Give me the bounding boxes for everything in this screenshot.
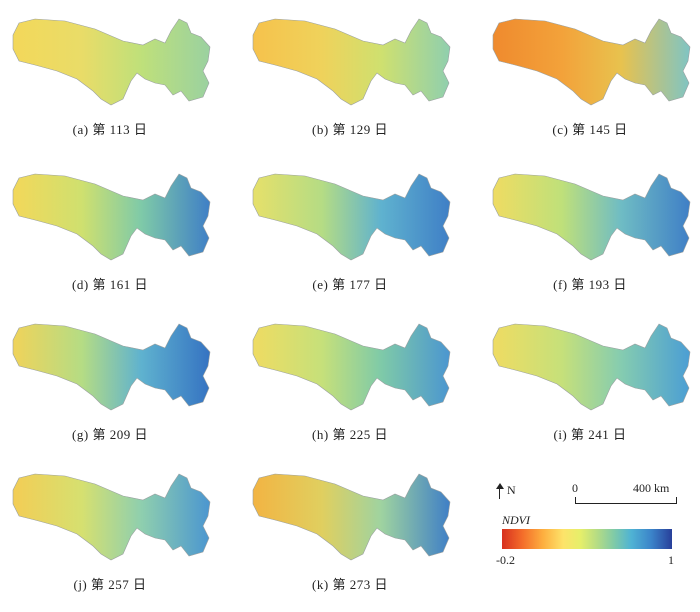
panel-caption-e: (e) 第 177 日 — [312, 277, 388, 292]
region-shape — [492, 18, 691, 106]
ndvi-map-b — [252, 18, 451, 106]
map-panel-d: (d) 第 161 日 — [5, 160, 215, 292]
scale-end-label: 400 km — [633, 481, 670, 495]
panel-caption-k: (k) 第 273 日 — [312, 577, 388, 592]
panel-caption-j: (j) 第 257 日 — [73, 577, 147, 592]
region-shape — [12, 323, 211, 411]
region-shape — [252, 173, 451, 261]
region-shape — [492, 173, 691, 261]
panel-caption-f: (f) 第 193 日 — [553, 277, 627, 292]
ndvi-map-f — [492, 173, 691, 261]
north-label: N — [507, 483, 516, 497]
ndvi-map-c — [492, 18, 691, 106]
panel-caption-b: (b) 第 129 日 — [312, 122, 388, 137]
panel-caption-a: (a) 第 113 日 — [72, 122, 148, 137]
ndvi-map-e — [252, 173, 451, 261]
map-panel-e: (e) 第 177 日 — [245, 160, 455, 292]
map-panel-a: (a) 第 113 日 — [5, 5, 215, 137]
region-shape — [12, 173, 211, 261]
map-panel-b: (b) 第 129 日 — [245, 5, 455, 137]
scale-start-label: 0 — [572, 481, 578, 495]
panel-caption-g: (g) 第 209 日 — [72, 427, 148, 442]
scale-bar — [575, 497, 677, 504]
map-panel-j: (j) 第 257 日 — [5, 460, 215, 592]
ndvi-legend-title: NDVI — [502, 513, 530, 527]
map-panel-f: (f) 第 193 日 — [485, 160, 695, 292]
map-panel-k: (k) 第 273 日 — [245, 460, 455, 592]
map-legend: N 0 400 km NDVI -0.2 1 — [480, 475, 695, 575]
color-ramp-min: -0.2 — [496, 553, 515, 567]
map-panel-g: (g) 第 209 日 — [5, 310, 215, 442]
ndvi-map-d — [12, 173, 211, 261]
panel-caption-h: (h) 第 225 日 — [312, 427, 388, 442]
ndvi-map-j — [12, 473, 211, 561]
panel-caption-i: (i) 第 241 日 — [553, 427, 627, 442]
ndvi-map-g — [12, 323, 211, 411]
region-shape — [12, 18, 211, 106]
region-shape — [252, 18, 451, 106]
region-shape — [492, 323, 691, 411]
ndvi-map-i — [492, 323, 691, 411]
map-panel-c: (c) 第 145 日 — [485, 5, 695, 137]
panel-caption-c: (c) 第 145 日 — [552, 122, 628, 137]
ndvi-map-h — [252, 323, 451, 411]
color-ramp-max: 1 — [668, 553, 674, 567]
ndvi-map-a — [12, 18, 211, 106]
panel-caption-d: (d) 第 161 日 — [72, 277, 148, 292]
region-shape — [12, 473, 211, 561]
north-arrow: N — [496, 483, 516, 500]
north-arrow-icon — [496, 483, 504, 500]
map-panel-i: (i) 第 241 日 — [485, 310, 695, 442]
ndvi-color-ramp — [502, 529, 672, 549]
region-shape — [252, 323, 451, 411]
map-panel-h: (h) 第 225 日 — [245, 310, 455, 442]
region-shape — [252, 473, 451, 561]
ndvi-map-k — [252, 473, 451, 561]
